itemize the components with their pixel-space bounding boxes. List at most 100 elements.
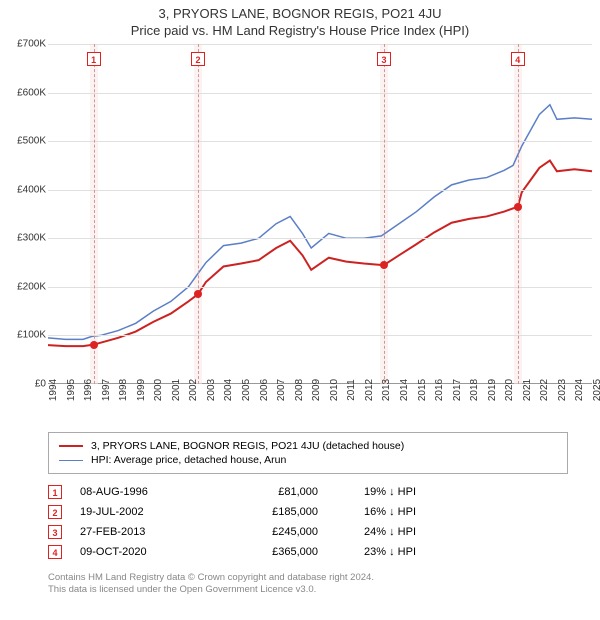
sale-index-box: 3: [48, 525, 62, 539]
y-tick-label: £500K: [17, 136, 46, 147]
sale-dot: [194, 290, 202, 298]
legend-item: 3, PRYORS LANE, BOGNOR REGIS, PO21 4JU (…: [59, 439, 557, 453]
plot-area: 1 2 3 4: [48, 44, 592, 384]
x-tick-label: 2011: [346, 379, 357, 401]
sale-price: £245,000: [218, 526, 318, 538]
gridline: [48, 238, 592, 239]
x-tick-label: 2012: [364, 379, 375, 401]
y-tick-label: £400K: [17, 184, 46, 195]
sale-diff: 19% ↓ HPI: [336, 486, 416, 498]
sale-marker-box: 3: [377, 52, 391, 66]
x-tick-label: 2023: [557, 379, 568, 401]
gridline: [48, 44, 592, 45]
y-tick-label: £100K: [17, 330, 46, 341]
series-line: [48, 105, 592, 340]
sale-dashed-line: [518, 44, 519, 384]
x-tick-label: 2021: [522, 379, 533, 401]
x-tick-label: 2003: [206, 379, 217, 401]
x-tick-label: 1998: [118, 379, 129, 401]
sale-dashed-line: [198, 44, 199, 384]
sale-row: 3 27-FEB-2013 £245,000 24% ↓ HPI: [48, 522, 568, 542]
gridline: [48, 190, 592, 191]
gridline: [48, 141, 592, 142]
sale-price: £81,000: [218, 486, 318, 498]
y-tick-label: £600K: [17, 87, 46, 98]
x-tick-label: 1999: [136, 379, 147, 401]
sale-diff: 23% ↓ HPI: [336, 546, 416, 558]
x-tick-label: 2019: [487, 379, 498, 401]
x-tick-label: 1994: [48, 379, 59, 401]
sale-price: £365,000: [218, 546, 318, 558]
legend-swatch: [59, 445, 83, 447]
x-tick-label: 2009: [311, 379, 322, 401]
chart-container: 3, PRYORS LANE, BOGNOR REGIS, PO21 4JU P…: [0, 0, 600, 603]
x-tick-label: 1996: [83, 379, 94, 401]
sale-dot: [514, 203, 522, 211]
sale-date: 09-OCT-2020: [80, 546, 200, 558]
line-svg: [48, 44, 592, 384]
x-tick-label: 2014: [399, 379, 410, 401]
sales-table: 1 08-AUG-1996 £81,000 19% ↓ HPI 2 19-JUL-2002…: [48, 482, 568, 562]
x-tick-label: 2010: [329, 379, 340, 401]
sale-date: 19-JUL-2002: [80, 506, 200, 518]
x-tick-label: 2015: [417, 379, 428, 401]
x-tick-label: 2025: [592, 379, 600, 401]
sale-row: 2 19-JUL-2002 £185,000 16% ↓ HPI: [48, 502, 568, 522]
sale-row: 4 09-OCT-2020 £365,000 23% ↓ HPI: [48, 542, 568, 562]
x-tick-label: 2017: [452, 379, 463, 401]
legend-label: 3, PRYORS LANE, BOGNOR REGIS, PO21 4JU (…: [91, 440, 404, 452]
sale-dashed-line: [384, 44, 385, 384]
y-tick-label: £0: [35, 379, 46, 390]
y-tick-label: £200K: [17, 281, 46, 292]
sale-row: 1 08-AUG-1996 £81,000 19% ↓ HPI: [48, 482, 568, 502]
sale-index-box: 1: [48, 485, 62, 499]
sale-price: £185,000: [218, 506, 318, 518]
chart-area: £0£100K£200K£300K£400K£500K£600K£700K 12…: [8, 44, 592, 424]
x-tick-label: 2022: [539, 379, 550, 401]
sale-index-box: 2: [48, 505, 62, 519]
sale-date: 27-FEB-2013: [80, 526, 200, 538]
x-tick-label: 2008: [294, 379, 305, 401]
footer-attribution: Contains HM Land Registry data © Crown c…: [48, 572, 592, 597]
x-tick-label: 1995: [66, 379, 77, 401]
legend-item: HPI: Average price, detached house, Arun: [59, 453, 557, 467]
title-address: 3, PRYORS LANE, BOGNOR REGIS, PO21 4JU: [8, 6, 592, 21]
x-tick-label: 1997: [101, 379, 112, 401]
sale-dot: [380, 261, 388, 269]
gridline: [48, 93, 592, 94]
x-tick-label: 2006: [259, 379, 270, 401]
x-tick-label: 2020: [504, 379, 515, 401]
x-tick-label: 2002: [188, 379, 199, 401]
sale-dashed-line: [94, 44, 95, 384]
sale-diff: 24% ↓ HPI: [336, 526, 416, 538]
x-tick-label: 2001: [171, 379, 182, 401]
sale-marker-box: 2: [191, 52, 205, 66]
y-tick-label: £700K: [17, 39, 46, 50]
x-tick-label: 2013: [381, 379, 392, 401]
sale-index-box: 4: [48, 545, 62, 559]
legend-label: HPI: Average price, detached house, Arun: [91, 454, 286, 466]
legend-swatch: [59, 460, 83, 461]
sale-date: 08-AUG-1996: [80, 486, 200, 498]
x-tick-label: 2018: [469, 379, 480, 401]
title-subtitle: Price paid vs. HM Land Registry's House …: [8, 23, 592, 38]
series-line: [48, 161, 592, 347]
footer-line1: Contains HM Land Registry data © Crown c…: [48, 572, 592, 584]
x-axis: 1994199519961997199819992000200120022003…: [48, 384, 592, 424]
x-tick-label: 2007: [276, 379, 287, 401]
sale-diff: 16% ↓ HPI: [336, 506, 416, 518]
sale-dot: [90, 341, 98, 349]
y-axis: £0£100K£200K£300K£400K£500K£600K£700K: [8, 44, 48, 384]
legend: 3, PRYORS LANE, BOGNOR REGIS, PO21 4JU (…: [48, 432, 568, 474]
y-tick-label: £300K: [17, 233, 46, 244]
x-tick-label: 2000: [153, 379, 164, 401]
gridline: [48, 287, 592, 288]
x-tick-label: 2024: [574, 379, 585, 401]
sale-marker-box: 4: [511, 52, 525, 66]
x-tick-label: 2016: [434, 379, 445, 401]
x-tick-label: 2005: [241, 379, 252, 401]
gridline: [48, 335, 592, 336]
sale-marker-box: 1: [87, 52, 101, 66]
footer-line2: This data is licensed under the Open Gov…: [48, 584, 592, 596]
x-tick-label: 2004: [223, 379, 234, 401]
